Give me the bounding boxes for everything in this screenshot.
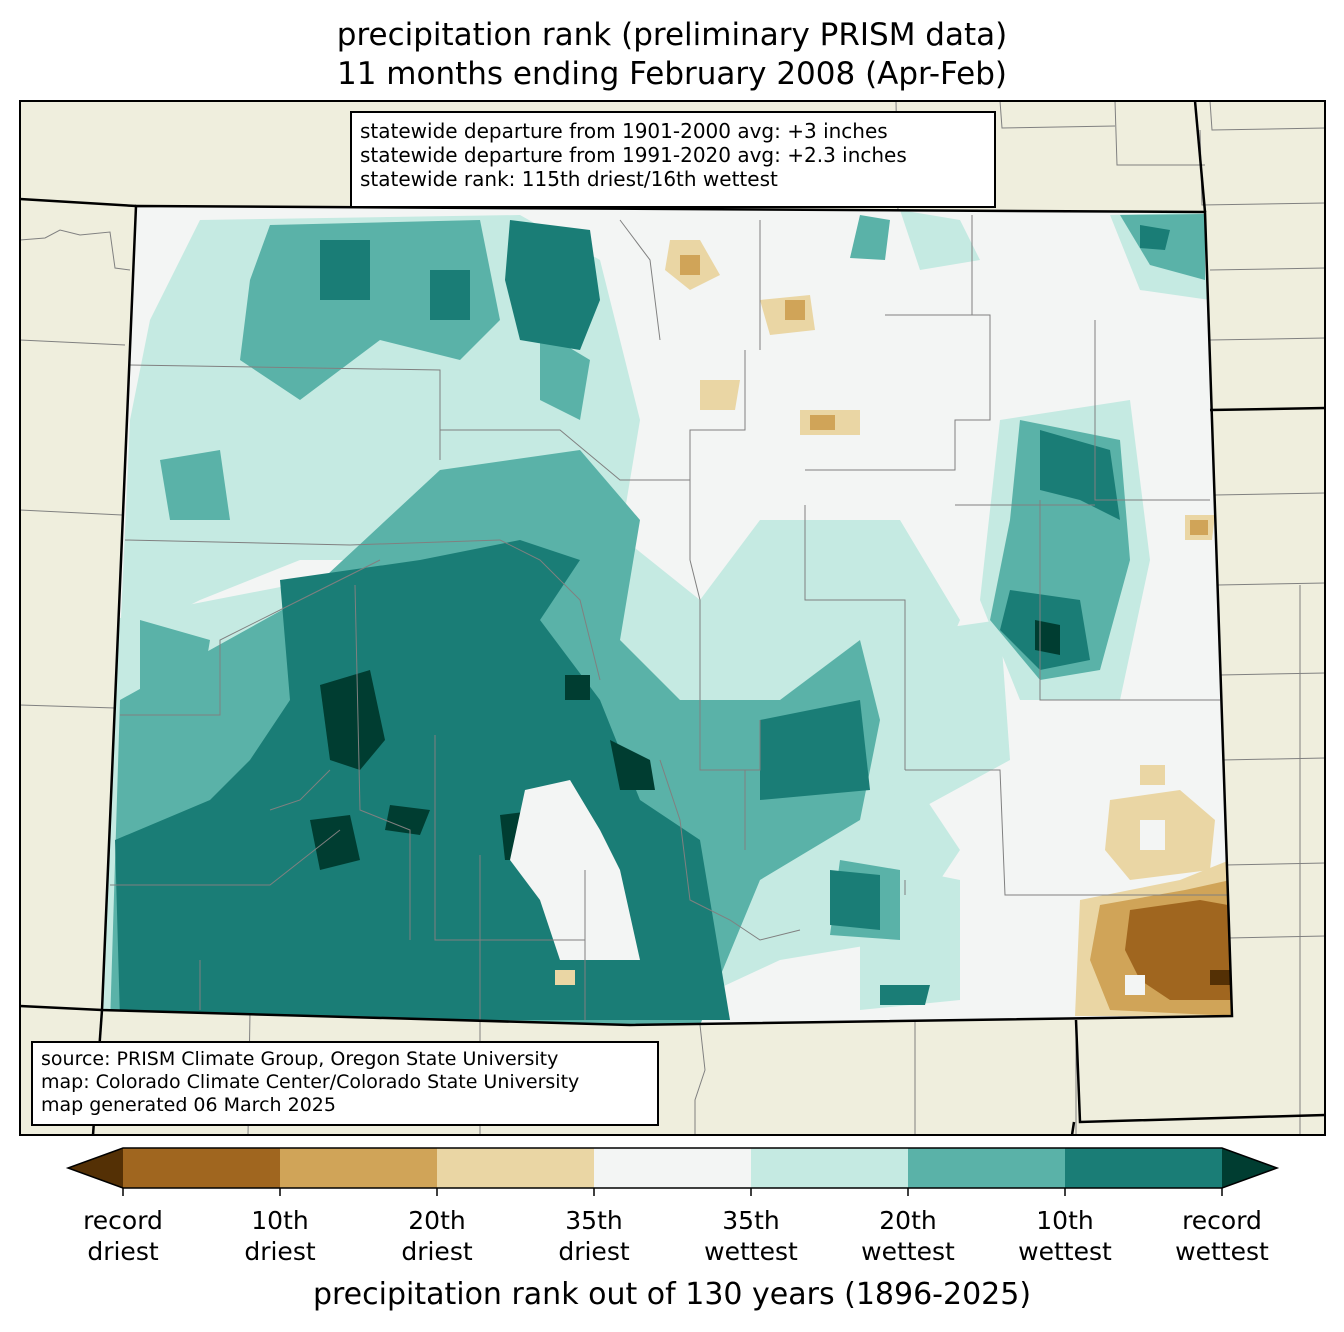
colorbar-tick-label: 10th driest [244,1206,316,1266]
map-frame [19,100,1326,1136]
departure-1991-2020: statewide departure from 1991-2020 avg: … [360,143,907,167]
colorado-county-lines [110,215,1230,1020]
statewide-stats-box: statewide departure from 1901-2000 avg: … [350,111,996,208]
colorbar-segment [594,1148,751,1188]
colorbar-segment [123,1148,280,1188]
colorbar-segment [437,1148,594,1188]
colorbar-tick-label: 20th driest [401,1206,473,1266]
colorbar-tick-label: record wettest [1175,1206,1269,1266]
colorbar-segment [1065,1148,1222,1188]
map-title-line-1: precipitation rank (preliminary PRISM da… [336,17,1008,53]
colorbar-tick-label: 20th wettest [861,1206,955,1266]
colorbar-upper-extension [1222,1148,1277,1188]
colorbar-lower-extension [68,1148,123,1188]
colorbar-tick-label: 35th wettest [704,1206,798,1266]
colorbar-segment [751,1148,908,1188]
colorbar-tick-label: record driest [83,1206,163,1266]
colorbar-segment [908,1148,1065,1188]
colorbar-segment [280,1148,437,1188]
source-box: source: PRISM Climate Group, Oregon Stat… [31,1041,659,1126]
source-line: source: PRISM Climate Group, Oregon Stat… [41,1048,559,1070]
colorbar-tick-label: 10th wettest [1018,1206,1112,1266]
map-credit-line: map: Colorado Climate Center/Colorado St… [41,1071,580,1093]
map-title-line-2: 11 months ending February 2008 (Apr-Feb) [337,56,1007,92]
colorbar [65,1147,1280,1196]
statewide-rank: statewide rank: 115th driest/16th wettes… [360,167,778,191]
colorbar-axis-label: precipitation rank out of 130 years (189… [312,1277,1032,1312]
colorbar-tick-label: 35th driest [558,1206,630,1266]
colorado-precip-field [102,206,1232,1025]
departure-1901-2000: statewide departure from 1901-2000 avg: … [360,119,888,143]
generated-date-line: map generated 06 March 2025 [41,1094,336,1116]
